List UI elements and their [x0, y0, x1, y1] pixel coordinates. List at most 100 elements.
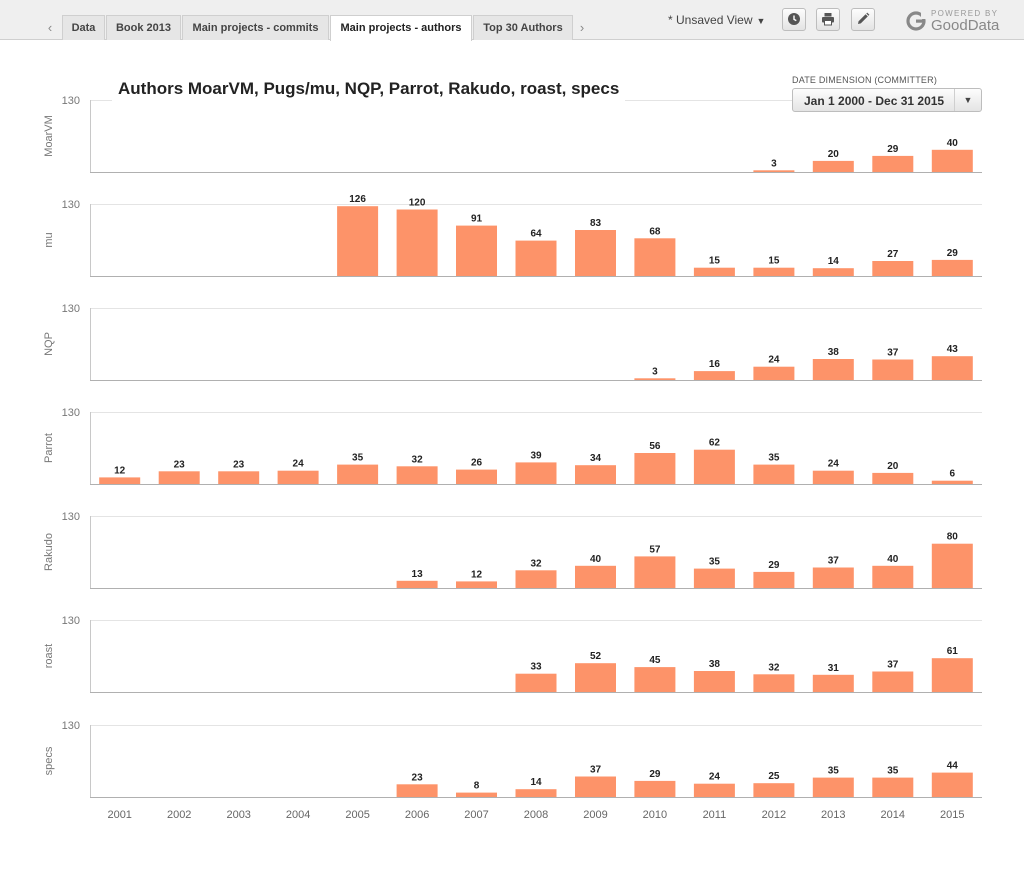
bar — [931, 543, 973, 588]
print-button[interactable] — [816, 8, 840, 31]
data-label: 3 — [771, 158, 777, 169]
report-title: Authors MoarVM, Pugs/mu, NQP, Parrot, Ra… — [112, 77, 626, 101]
x-tick-label: 2011 — [703, 809, 727, 821]
bar — [693, 371, 735, 380]
series-label: mu — [43, 232, 55, 247]
date-filter-value: Jan 1 2000 - Dec 31 2015 — [804, 94, 945, 108]
x-tick-label: 2015 — [940, 809, 964, 821]
bar — [218, 471, 260, 484]
bar — [277, 470, 319, 484]
data-label: 14 — [828, 256, 840, 267]
bar — [872, 565, 914, 588]
series-label: roast — [43, 644, 55, 668]
bar — [872, 472, 914, 484]
bar — [693, 267, 735, 276]
x-tick-label: 2013 — [821, 809, 845, 821]
bar — [337, 464, 379, 484]
bar — [634, 378, 676, 380]
bar — [515, 240, 557, 276]
data-label: 6 — [950, 469, 956, 480]
bar — [872, 155, 914, 172]
data-label: 24 — [709, 772, 721, 783]
bar — [931, 149, 973, 172]
y-tick-label: 130 — [62, 720, 80, 732]
tab-main-projects-commits[interactable]: Main projects - commits — [182, 15, 329, 40]
data-label: 29 — [947, 248, 959, 259]
bar — [812, 567, 854, 588]
data-label: 24 — [293, 459, 305, 470]
data-label: 126 — [349, 194, 366, 205]
x-tick-label: 2001 — [107, 809, 131, 821]
saved-view-label: * Unsaved View — [668, 13, 753, 27]
data-label: 37 — [887, 660, 899, 671]
brand-name: GoodData — [931, 17, 1000, 34]
data-label: 80 — [947, 532, 959, 543]
tab-top-30-authors[interactable]: Top 30 Authors — [473, 15, 573, 40]
data-label: 83 — [590, 218, 602, 229]
tab-data[interactable]: Data — [62, 15, 105, 40]
data-label: 35 — [352, 453, 364, 464]
bar — [515, 570, 557, 588]
series-label: Rakudo — [43, 533, 55, 571]
bar — [812, 160, 854, 172]
data-label: 32 — [768, 662, 780, 673]
x-tick-label: 2006 — [405, 809, 429, 821]
data-label: 20 — [887, 461, 899, 472]
data-label: 120 — [409, 198, 426, 209]
clock-icon — [788, 13, 800, 25]
bar — [812, 777, 854, 797]
y-tick-label: 130 — [62, 95, 80, 107]
date-filter-dropdown[interactable]: Jan 1 2000 - Dec 31 2015 ▼ — [792, 88, 982, 112]
bar — [753, 366, 795, 380]
edit-button[interactable] — [851, 8, 875, 31]
chevron-down-icon: ▼ — [756, 16, 766, 26]
data-label: 20 — [828, 149, 840, 160]
y-tick-label: 130 — [62, 199, 80, 211]
tabs-scroll-left-icon[interactable]: ‹ — [47, 20, 53, 35]
data-label: 38 — [828, 347, 840, 358]
data-label: 15 — [709, 256, 721, 267]
data-label: 15 — [768, 256, 780, 267]
bar — [812, 674, 854, 692]
bar — [931, 259, 973, 276]
bar — [931, 480, 973, 484]
bar — [575, 663, 616, 692]
bar — [812, 470, 854, 484]
x-tick-label: 2002 — [167, 809, 191, 821]
x-tick-label: 2004 — [286, 809, 310, 821]
data-label: 37 — [590, 765, 602, 776]
bar — [634, 556, 676, 588]
data-label: 12 — [471, 569, 483, 580]
x-tick-label: 2003 — [226, 809, 250, 821]
data-label: 32 — [530, 558, 542, 569]
schedule-button[interactable] — [782, 8, 806, 31]
x-tick-label: 2012 — [762, 809, 786, 821]
saved-views-dropdown[interactable]: * Unsaved View ▼ — [668, 13, 765, 27]
data-label: 29 — [649, 769, 661, 780]
pencil-icon — [858, 12, 870, 24]
bar — [337, 206, 379, 276]
bar — [753, 170, 795, 172]
tabs-scroll-right-icon[interactable]: › — [579, 20, 585, 35]
data-label: 61 — [947, 646, 959, 657]
data-label: 29 — [887, 144, 899, 155]
data-label: 35 — [887, 766, 899, 777]
bar — [693, 449, 735, 484]
data-label: 33 — [530, 662, 542, 673]
data-label: 34 — [590, 453, 602, 464]
tab-book-2013[interactable]: Book 2013 — [106, 15, 181, 40]
bar — [872, 359, 914, 380]
data-label: 57 — [649, 544, 661, 555]
data-label: 37 — [887, 348, 899, 359]
x-tick-label: 2005 — [345, 809, 369, 821]
bar — [872, 777, 914, 797]
data-label: 40 — [947, 138, 959, 149]
data-label: 24 — [768, 355, 780, 366]
tab-main-projects-authors[interactable]: Main projects - authors — [330, 15, 472, 41]
data-label: 39 — [530, 450, 542, 461]
y-tick-label: 130 — [62, 615, 80, 627]
data-label: 31 — [828, 663, 840, 674]
data-label: 35 — [828, 766, 840, 777]
data-label: 8 — [474, 781, 480, 792]
